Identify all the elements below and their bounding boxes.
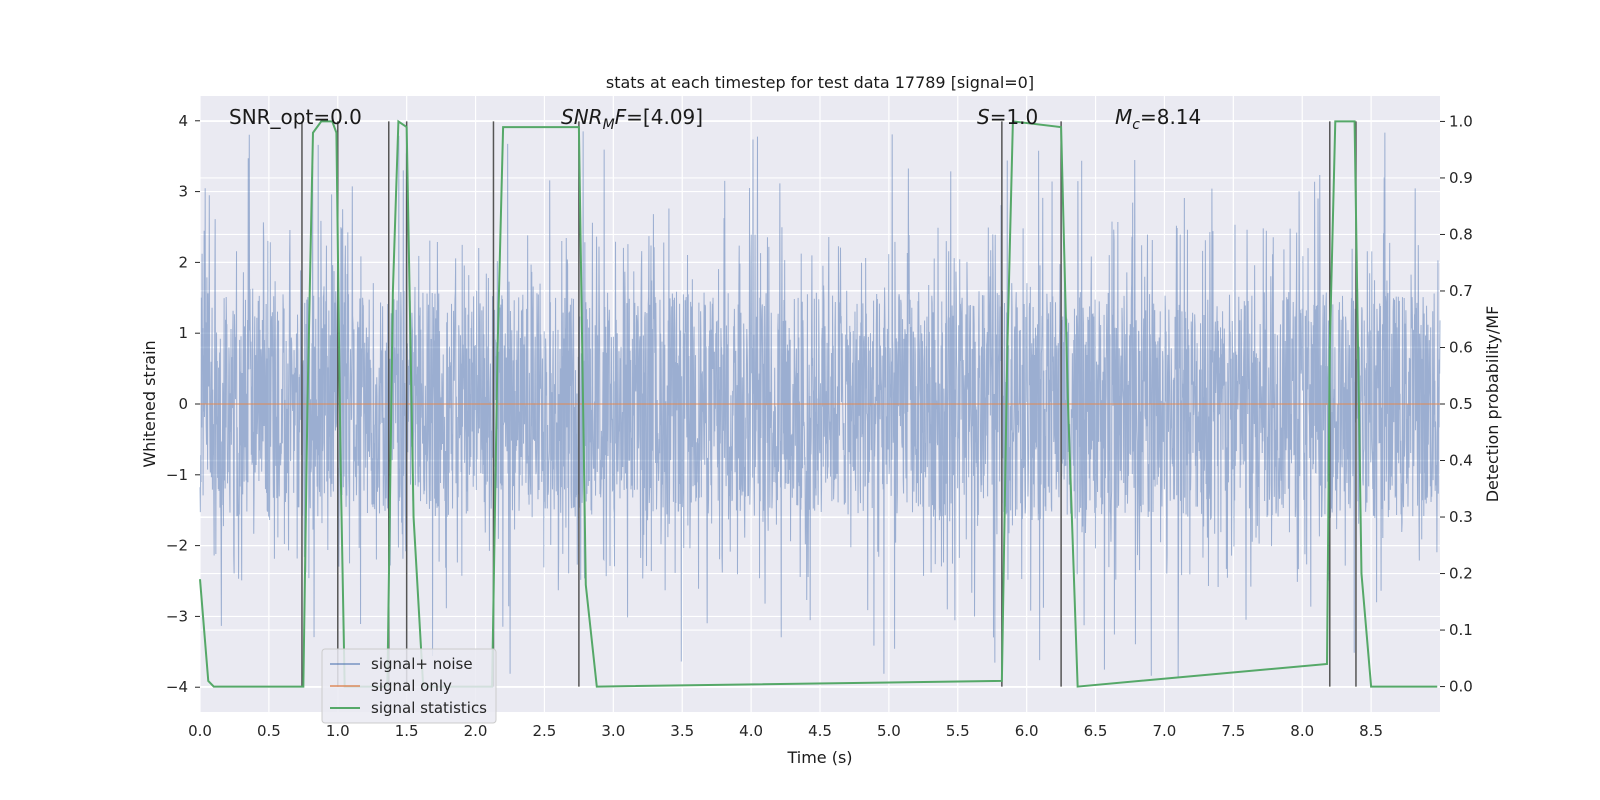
x-tick-label: 2.5 <box>533 722 557 740</box>
x-tick-label: 4.0 <box>739 722 763 740</box>
annotations: SNR_opt=0.0 SNRMF=[4.09] S=1.0 Mc=8.14 <box>229 105 1201 133</box>
y-tick-label: 4 <box>178 112 188 130</box>
y-tick-label: 3 <box>178 183 188 201</box>
x-tick-label: 3.5 <box>670 722 694 740</box>
x-tick-label: 8.5 <box>1359 722 1383 740</box>
annotation-mc: Mc=8.14 <box>1115 105 1201 133</box>
vertical-markers <box>301 121 1357 687</box>
x-tick-label: 6.5 <box>1084 722 1108 740</box>
x-tick-label: 8.0 <box>1290 722 1314 740</box>
x-tick-label: 7.5 <box>1221 722 1245 740</box>
x-tick-label: 4.5 <box>808 722 832 740</box>
y2-tick-label: 0.0 <box>1449 678 1473 696</box>
y2-tick-label: 0.1 <box>1449 621 1473 639</box>
legend-label-signal-statistics: signal statistics <box>371 699 487 717</box>
y-axis-label: Whitened strain <box>140 340 159 467</box>
x-tick-label: 7.0 <box>1153 722 1177 740</box>
annotation-snr-opt: SNR_opt=0.0 <box>229 105 362 129</box>
y2-tick-label: 0.9 <box>1449 169 1473 187</box>
x-axis-label: Time (s) <box>786 748 852 767</box>
y-tick-label: −2 <box>166 537 188 555</box>
x-tick-label: 2.0 <box>464 722 488 740</box>
y2-tick-label: 0.2 <box>1449 565 1473 583</box>
legend-box <box>321 648 497 724</box>
x-tick-label: 5.5 <box>946 722 970 740</box>
annotation-s: S=1.0 <box>977 105 1038 129</box>
x-axis: 0.0 0.5 1.0 1.5 2.0 2.5 3.0 3.5 4.0 4.5 5.0 5.5 6.0 6… <box>188 722 1383 740</box>
x-tick-label: 6.0 <box>1015 722 1039 740</box>
y-tick-label: −1 <box>166 466 188 484</box>
y-tick-label: −4 <box>166 678 188 696</box>
chart-title: stats at each timestep for test data 177… <box>606 73 1034 92</box>
y2-tick-label: 1.0 <box>1449 112 1473 130</box>
y-axis-right: 0.0 0.1 0.2 0.3 0.4 0.5 0.6 0.7 0.8 0.9 1.0 <box>1440 112 1473 696</box>
x-tick-label: 1.5 <box>395 722 419 740</box>
x-tick-label: 5.0 <box>877 722 901 740</box>
x-tick-label: 3.0 <box>601 722 625 740</box>
signal-statistics-line <box>199 119 1438 688</box>
y-tick-label: −3 <box>166 607 188 625</box>
y2-tick-label: 0.7 <box>1449 282 1473 300</box>
legend: signal+ noise signal only signal statist… <box>321 648 497 724</box>
annotation-snr-mf: SNRMF=[4.09] <box>561 105 703 133</box>
y2-tick-label: 0.3 <box>1449 508 1473 526</box>
y2-axis-label: Detection probability/MF <box>1483 306 1502 503</box>
y2-tick-label: 0.8 <box>1449 225 1473 243</box>
x-tick-label: 0.5 <box>257 722 281 740</box>
y2-tick-label: 0.5 <box>1449 395 1473 413</box>
x-tick-label: 0.0 <box>188 722 212 740</box>
y-tick-label: 0 <box>178 395 188 413</box>
y2-tick-label: 0.4 <box>1449 452 1473 470</box>
legend-label-signal-only: signal only <box>371 677 452 695</box>
y-axis-left: −4 −3 −2 −1 0 1 2 3 4 <box>166 112 200 696</box>
y-tick-label: 2 <box>178 253 188 271</box>
series-signal-statistics <box>199 119 1438 688</box>
x-tick-label: 1.0 <box>326 722 350 740</box>
y-tick-label: 1 <box>178 324 188 342</box>
y2-tick-label: 0.6 <box>1449 338 1473 356</box>
legend-label-signal-noise: signal+ noise <box>371 655 473 673</box>
